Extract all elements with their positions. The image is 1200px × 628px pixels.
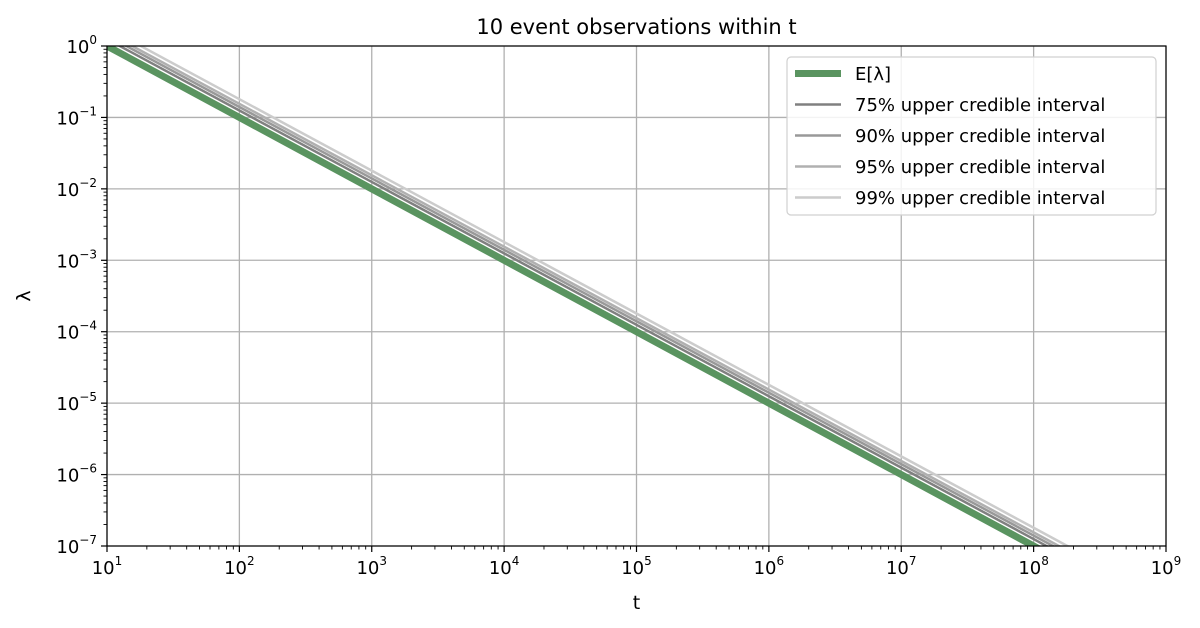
legend: E[λ] 75% upper credible interval 90% upper… (786, 56, 1157, 216)
y-tick-label: 10−4 (56, 319, 97, 344)
legend-label: 95% upper credible interval (855, 157, 1105, 178)
legend-label: 75% upper credible interval (855, 95, 1105, 116)
series-line-3 (129, 46, 1062, 546)
series-line-1 (117, 46, 1050, 546)
legend-label: 99% upper credible interval (855, 188, 1105, 209)
series-line-0 (107, 46, 1042, 546)
series-line-2 (123, 46, 1056, 546)
chart-title: 10 event observations within t (476, 15, 796, 39)
x-tick-label: 109 (1151, 554, 1182, 579)
x-tick-label: 107 (886, 554, 917, 579)
x-tick-label: 104 (489, 554, 520, 579)
x-tick-label: 103 (356, 554, 387, 579)
x-tick-label: 102 (224, 554, 255, 579)
y-tick-label: 10−2 (56, 176, 97, 201)
y-tick-label: 10−5 (56, 390, 97, 415)
x-tick-label: 101 (92, 554, 123, 579)
legend-label: E[λ] (855, 64, 891, 85)
y-tick-label: 100 (66, 33, 97, 58)
x-axis-label: t (633, 592, 640, 614)
series-line-4 (138, 46, 1071, 546)
y-axis-label: λ (13, 290, 35, 301)
legend-label: 90% upper credible interval (855, 126, 1105, 147)
y-tick-label: 10−6 (56, 462, 97, 487)
y-tick-label: 10−7 (56, 533, 97, 558)
series-lines (107, 46, 1071, 546)
x-tick-label: 105 (621, 554, 652, 579)
axis-ticks: 101 102 103 104 105 106 107 108 109 100 10−1 10−2 10… (56, 33, 1181, 579)
y-tick-label: 10−1 (56, 104, 97, 129)
legend-box (786, 56, 1157, 216)
x-tick-label: 108 (1018, 554, 1049, 579)
y-tick-label: 10−3 (56, 247, 97, 272)
x-tick-label: 106 (754, 554, 785, 579)
